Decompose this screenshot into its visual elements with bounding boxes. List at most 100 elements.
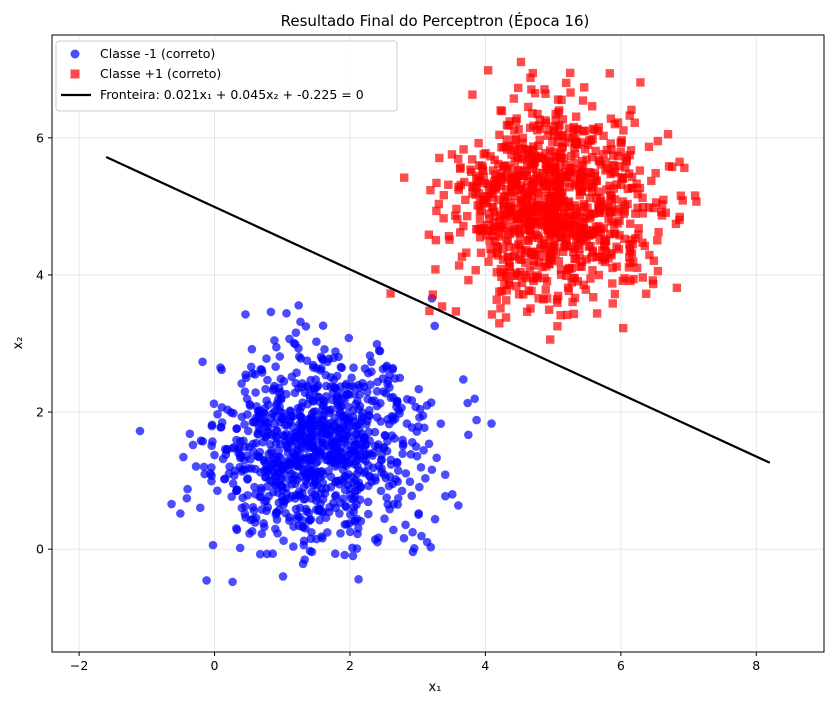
data-point-classe-neg: [355, 383, 364, 392]
data-point-classe-pos: [482, 231, 491, 240]
data-point-classe-pos: [627, 235, 636, 245]
data-point-classe-pos: [501, 271, 511, 281]
data-point-classe-pos: [577, 207, 586, 216]
data-point-classe-pos: [513, 204, 523, 213]
data-point-classe-pos: [548, 191, 558, 201]
data-point-classe-pos: [486, 244, 495, 254]
data-point-classe-pos: [424, 230, 434, 239]
data-point-classe-pos: [554, 184, 563, 194]
data-point-classe-neg: [328, 388, 338, 398]
data-point-classe-pos: [601, 157, 610, 167]
data-point-classe-neg: [257, 529, 267, 539]
y-axis-label: x₂: [11, 337, 26, 350]
data-point-classe-pos: [531, 230, 540, 239]
data-point-classe-pos: [522, 183, 531, 192]
data-point-classe-pos: [625, 169, 634, 178]
data-point-classe-pos: [550, 152, 560, 161]
data-point-classe-pos: [649, 203, 658, 213]
data-point-classe-neg: [292, 514, 302, 524]
data-point-classe-neg: [422, 537, 432, 547]
data-point-classe-pos: [627, 249, 637, 258]
data-point-classe-pos: [554, 191, 564, 200]
data-point-classe-pos: [607, 250, 616, 260]
data-point-classe-pos: [586, 274, 595, 283]
data-point-classe-neg: [262, 354, 271, 363]
data-point-classe-neg: [235, 462, 245, 472]
data-point-classe-neg: [389, 499, 398, 509]
data-point-classe-pos: [641, 289, 651, 298]
data-point-classe-pos: [589, 179, 598, 188]
data-point-classe-pos: [534, 196, 543, 206]
data-point-classe-neg: [305, 546, 315, 556]
data-point-classe-neg: [216, 363, 225, 372]
data-point-classe-neg: [276, 395, 286, 404]
data-point-classe-pos: [480, 178, 489, 188]
data-point-classe-pos: [566, 88, 575, 97]
data-point-classe-pos: [434, 199, 444, 209]
data-point-classe-neg: [294, 352, 304, 361]
data-point-classe-neg: [268, 549, 278, 558]
data-point-classe-pos: [556, 232, 566, 242]
data-point-classe-pos: [556, 265, 566, 274]
data-point-classe-neg: [179, 452, 188, 462]
data-point-classe-pos: [554, 221, 564, 231]
data-point-classe-pos: [502, 135, 512, 144]
data-point-classe-pos: [553, 202, 563, 212]
data-point-classe-pos: [633, 189, 642, 199]
data-point-classe-neg: [284, 465, 294, 475]
data-point-classe-neg: [388, 479, 397, 489]
data-point-classe-pos: [564, 286, 574, 296]
data-point-classe-pos: [587, 187, 597, 197]
data-point-classe-pos: [581, 145, 590, 154]
data-point-classe-pos: [520, 191, 529, 200]
data-point-classe-neg: [232, 435, 241, 445]
data-point-classe-neg: [263, 375, 272, 385]
data-point-classe-pos: [524, 212, 534, 222]
data-point-classe-neg: [362, 419, 371, 429]
data-point-classe-neg: [209, 399, 219, 408]
data-point-classe-pos: [676, 191, 686, 200]
data-point-classe-pos: [599, 223, 609, 232]
data-point-classe-pos: [600, 254, 609, 263]
plot-frame: [51, 34, 825, 653]
data-point-classe-neg: [401, 520, 410, 530]
data-point-classe-pos: [500, 173, 509, 182]
data-point-classe-neg: [324, 507, 334, 517]
data-point-classe-pos: [500, 196, 509, 206]
data-point-classe-pos: [540, 244, 549, 254]
data-point-classe-pos: [484, 209, 494, 218]
data-point-classe-neg: [216, 422, 226, 432]
data-point-classe-pos: [661, 208, 670, 217]
data-point-classe-pos: [511, 243, 520, 253]
data-point-classe-neg: [271, 524, 280, 534]
data-point-classe-pos: [608, 299, 617, 308]
data-point-classe-pos: [553, 138, 563, 147]
data-point-classe-pos: [640, 241, 650, 251]
data-point-classe-pos: [544, 305, 554, 314]
gridlines: [52, 35, 824, 652]
data-point-classe-neg: [238, 493, 247, 503]
data-point-classe-neg: [317, 484, 327, 494]
data-point-classe-pos: [550, 208, 559, 217]
data-point-classe-pos: [564, 198, 573, 208]
data-point-classe-pos: [498, 244, 508, 254]
data-point-classe-neg: [416, 462, 426, 472]
data-point-classe-pos: [586, 241, 595, 251]
data-point-classe-pos: [478, 166, 488, 175]
x-tick-label: −2: [70, 658, 88, 673]
data-point-classe-pos: [547, 198, 556, 207]
data-point-classe-pos: [617, 180, 626, 190]
data-point-classe-pos: [532, 217, 541, 226]
data-point-classe-pos: [500, 280, 509, 289]
data-point-classe-pos: [542, 216, 551, 225]
data-point-classe-pos: [563, 133, 573, 142]
data-point-classe-pos: [541, 285, 550, 294]
data-point-classe-pos: [456, 228, 465, 237]
data-point-classe-neg: [350, 516, 360, 526]
data-point-classe-pos: [452, 204, 461, 214]
data-point-classe-neg: [276, 453, 285, 463]
data-point-classe-neg: [343, 480, 353, 490]
data-point-classe-pos: [626, 276, 635, 286]
data-point-classe-pos: [520, 218, 530, 227]
data-point-classe-pos: [580, 83, 589, 92]
